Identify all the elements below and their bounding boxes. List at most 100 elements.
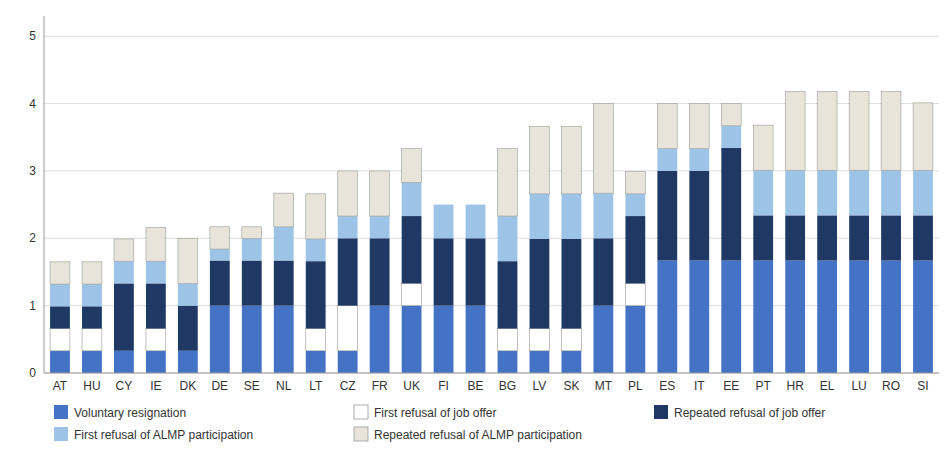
bar-segment <box>625 306 645 373</box>
x-tick-labels: ATHUCYIEDKDESENLLTCZFRUKFIBEBGLVSKMTPLES… <box>53 379 929 393</box>
bar-segment <box>498 261 518 328</box>
bar-segment <box>274 193 294 227</box>
legend-label: Voluntary resignation <box>74 406 186 420</box>
bar-segment <box>562 194 582 239</box>
bar-segment <box>178 306 198 351</box>
bar-segment <box>785 261 805 373</box>
bar-segment <box>530 239 550 329</box>
bar-segment <box>210 306 230 373</box>
series-4 <box>50 91 933 284</box>
bar-segment <box>689 171 709 261</box>
bar-segment <box>242 261 262 306</box>
x-tick-label: CY <box>116 379 133 393</box>
series-2 <box>50 148 933 351</box>
bar-segment <box>785 215 805 260</box>
bar-segment <box>146 283 166 328</box>
bar-segment <box>82 306 102 328</box>
bar-segment <box>498 351 518 373</box>
x-tick-label: DK <box>180 379 197 393</box>
x-tick-label: CZ <box>340 379 356 393</box>
bar-segment <box>593 104 613 194</box>
page: {"chart_data": {"type": "bar", "stacked"… <box>0 0 951 473</box>
x-tick-label: SK <box>563 379 579 393</box>
x-tick-label: EL <box>820 379 835 393</box>
bar-segment <box>785 91 805 170</box>
x-tick-label: PL <box>628 379 643 393</box>
bar-segment <box>210 227 230 249</box>
x-tick-label: SI <box>917 379 928 393</box>
bar-segment <box>466 306 486 373</box>
bar-segment <box>466 205 486 239</box>
bar-segment <box>178 238 198 283</box>
x-tick-label: AT <box>53 379 68 393</box>
legend-label: Repeated refusal of job offer <box>674 406 825 420</box>
x-tick-label: SE <box>244 379 260 393</box>
x-tick-label: IE <box>150 379 161 393</box>
legend-swatch <box>54 427 68 441</box>
bar-segment <box>849 261 869 373</box>
bar-segment <box>242 227 262 238</box>
bar-segment <box>434 306 454 373</box>
x-tick-label: LT <box>309 379 323 393</box>
bar-segment <box>721 148 741 260</box>
x-tick-label: IT <box>694 379 705 393</box>
bar-segment <box>753 125 773 170</box>
bar-segment <box>881 170 901 215</box>
bar-segment <box>178 283 198 305</box>
bar-segment <box>753 215 773 260</box>
x-tick-label: BG <box>499 379 516 393</box>
bar-segment <box>849 215 869 260</box>
bar-segment <box>402 149 422 183</box>
bar-segment <box>82 284 102 306</box>
bar-segment <box>114 351 134 373</box>
bar-segment <box>178 351 198 373</box>
bar-segment <box>402 182 422 216</box>
bar-segment <box>913 170 933 215</box>
y-tick-label: 5 <box>29 29 36 43</box>
x-tick-label: HR <box>786 379 804 393</box>
x-tick-label: UK <box>403 379 420 393</box>
bar-segment <box>370 306 390 373</box>
bar-segment <box>338 351 358 373</box>
bar-segment <box>657 104 677 149</box>
bar-segment <box>753 170 773 215</box>
x-tick-label: HU <box>83 379 100 393</box>
bar-segment <box>274 227 294 261</box>
bar-segment <box>913 261 933 373</box>
x-tick-label: FR <box>372 379 388 393</box>
y-tick-label: 2 <box>29 231 36 245</box>
bar-segment <box>274 261 294 306</box>
bar-segment <box>338 306 358 351</box>
bar-segment <box>593 238 613 305</box>
legend-label: Repeated refusal of ALMP participation <box>374 428 582 442</box>
bar-segment <box>242 306 262 373</box>
bar-segment <box>466 204 486 205</box>
bar-segment <box>753 261 773 373</box>
bar-segment <box>562 329 582 351</box>
bar-segment <box>562 351 582 373</box>
bar-segment <box>817 170 837 215</box>
x-tick-label: LU <box>851 379 866 393</box>
bar-segment <box>50 284 70 306</box>
bar-segment <box>82 329 102 351</box>
bar-segment <box>593 306 613 373</box>
bar-segment <box>689 104 709 149</box>
bar-segment <box>530 351 550 373</box>
bar-segment <box>721 126 741 148</box>
bar-segment <box>210 249 230 260</box>
bar-segment <box>370 171 390 216</box>
bar-segment <box>114 239 134 261</box>
bar-segment <box>625 172 645 194</box>
bar-segment <box>817 261 837 373</box>
bar-segment <box>913 215 933 260</box>
bar-segment <box>114 283 134 350</box>
bar-segment <box>306 239 326 261</box>
x-tick-label: FI <box>438 379 449 393</box>
bar-segment <box>434 205 454 239</box>
bar-segment <box>657 171 677 261</box>
y-tick-label: 0 <box>29 366 36 380</box>
bar-segment <box>338 171 358 216</box>
bar-segment <box>434 204 454 205</box>
x-tick-label: BE <box>468 379 484 393</box>
bar-segment <box>849 170 869 215</box>
